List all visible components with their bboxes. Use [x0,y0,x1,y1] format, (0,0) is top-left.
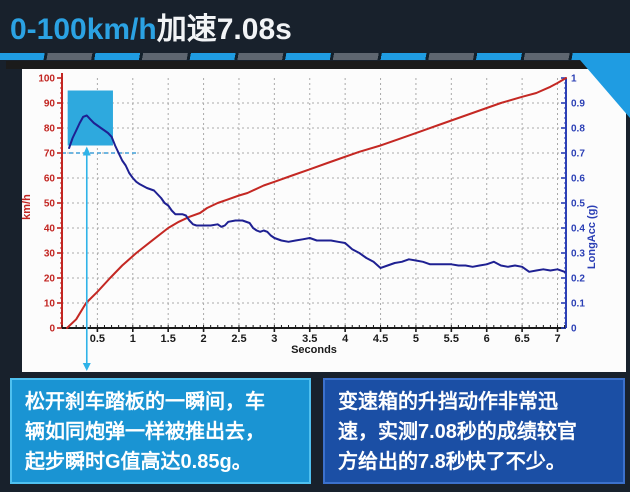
svg-text:0.9: 0.9 [571,99,585,110]
svg-text:5: 5 [413,333,419,345]
svg-text:3: 3 [271,333,277,345]
left-axis-title: km/h [22,194,33,220]
svg-text:100: 100 [38,74,55,85]
note-line: 速，实测7.08秒的成绩较官 [338,421,577,443]
svg-text:30: 30 [44,249,56,260]
svg-text:0.7: 0.7 [571,149,585,160]
svg-text:0.8: 0.8 [571,124,585,135]
svg-text:70: 70 [44,149,56,160]
note-line: 起步瞬时G值高达0.85g。 [25,451,252,473]
svg-text:0.4: 0.4 [571,224,585,235]
svg-text:90: 90 [44,99,56,110]
svg-text:4.5: 4.5 [373,333,388,345]
x-axis-ticks: 0.5 1 1.5 2 2.5 3 3.5 4 4.5 5 5.5 6 6.5 7 [61,325,566,345]
svg-text:2: 2 [201,333,207,345]
left-axis-ticks: 0 10 20 30 40 50 60 70 80 90 100 [38,74,62,335]
svg-text:50: 50 [44,199,56,210]
note-line: 变速箱的升挡动作非常迅 [338,391,558,413]
acceleration-chart: 010203040506070809010000.10.20.30.40.50.… [22,73,598,371]
svg-text:6: 6 [484,333,490,345]
panel-top-band [6,61,630,69]
svg-text:0.1: 0.1 [571,299,585,310]
note-box-gearbox: 变速箱的升挡动作非常迅 速，实测7.08秒的成绩较官 方给出的7.8秒快了不少。 [323,378,625,484]
svg-text:80: 80 [44,124,56,135]
svg-text:0.2: 0.2 [571,274,585,285]
svg-text:1: 1 [571,74,577,85]
svg-text:0.5: 0.5 [90,333,105,345]
svg-text:0.6: 0.6 [571,174,585,185]
svg-text:0.5: 0.5 [571,199,585,210]
right-axis-ticks: 0 0.1 0.2 0.3 0.4 0.5 0.6 0.7 0.8 0.9 1 [561,74,585,335]
svg-text:6.5: 6.5 [514,333,529,345]
speed_kmh-curve [66,77,567,329]
svg-text:10: 10 [44,299,56,310]
note-line: 松开刹车踏板的一瞬间，车 [25,391,265,413]
right-axis-title: LongAcc (g) [586,205,598,269]
svg-text:40: 40 [44,224,56,235]
note-box-launch: 松开刹车踏板的一瞬间，车 辆如同炮弹一样被推出去， 起步瞬时G值高达0.85g。 [10,378,311,484]
svg-text:0: 0 [49,324,55,335]
long_acc_g-curve [68,114,566,273]
svg-text:0: 0 [571,324,577,335]
svg-text:0.3: 0.3 [571,249,585,260]
page-title: 0-100km/h加速7.08s [10,4,292,48]
annotation-arrow [82,146,91,371]
acceleration-chart-panel: 0 10 20 30 40 50 60 70 80 90 100 0 0.1 0.2 0.3 0.4 0.5 0.… [22,69,626,372]
svg-text:5.5: 5.5 [444,333,459,345]
svg-text:1: 1 [130,333,136,345]
svg-text:60: 60 [44,174,56,185]
svg-text:2.5: 2.5 [231,333,246,345]
svg-text:7: 7 [554,333,560,345]
svg-text:1.5: 1.5 [161,333,176,345]
svg-text:20: 20 [44,274,56,285]
title-accel-time: 加速7.08s [156,13,292,46]
note-line: 辆如同炮弹一样被推出去， [25,421,265,443]
x-axis-title: Seconds [291,344,337,356]
svg-text:3.5: 3.5 [302,333,317,345]
title-accel-range: 0-100km/h [10,13,157,46]
note-line: 方给出的7.8秒快了不少。 [338,451,566,473]
grid [62,78,566,328]
svg-text:4: 4 [342,333,349,345]
striped-divider [0,53,630,60]
header: 0-100km/h加速7.08s [0,0,630,53]
